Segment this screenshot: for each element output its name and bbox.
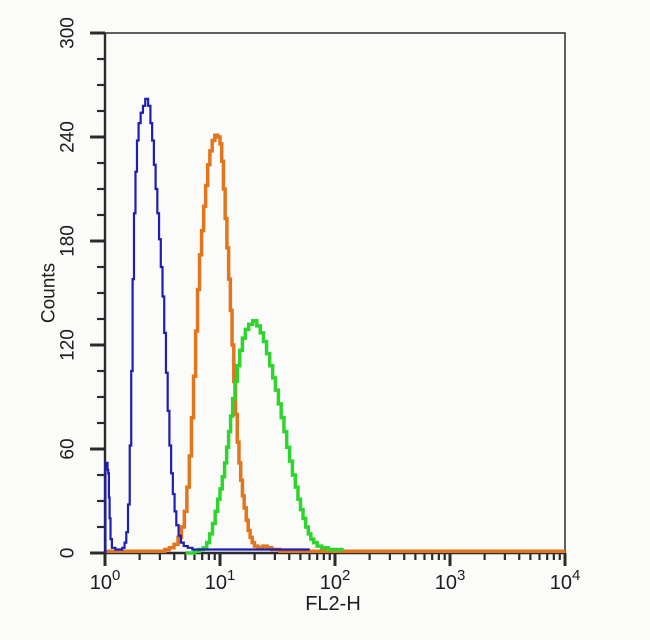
x-tick-label: 100 [90,567,121,594]
x-tick-label: 103 [435,567,466,594]
y-axis-title: Counts [39,263,60,323]
y-tick-label: 0 [58,548,79,559]
green-histogram-curve [185,318,344,555]
orange-histogram-curve [105,133,565,554]
y-tick-label: 240 [58,121,79,153]
plot-frame [104,32,566,554]
y-tick-label: 60 [58,438,79,459]
y-tick-label: 180 [58,225,79,257]
y-tick-label: 120 [58,329,79,361]
x-axis-title: FL2-H [305,593,361,615]
x-tick-label: 101 [205,567,236,594]
y-tick-label: 300 [58,17,79,49]
x-tick-label: 104 [550,567,581,594]
blue-histogram-curve [104,97,310,555]
x-tick-label: 102 [320,567,351,594]
